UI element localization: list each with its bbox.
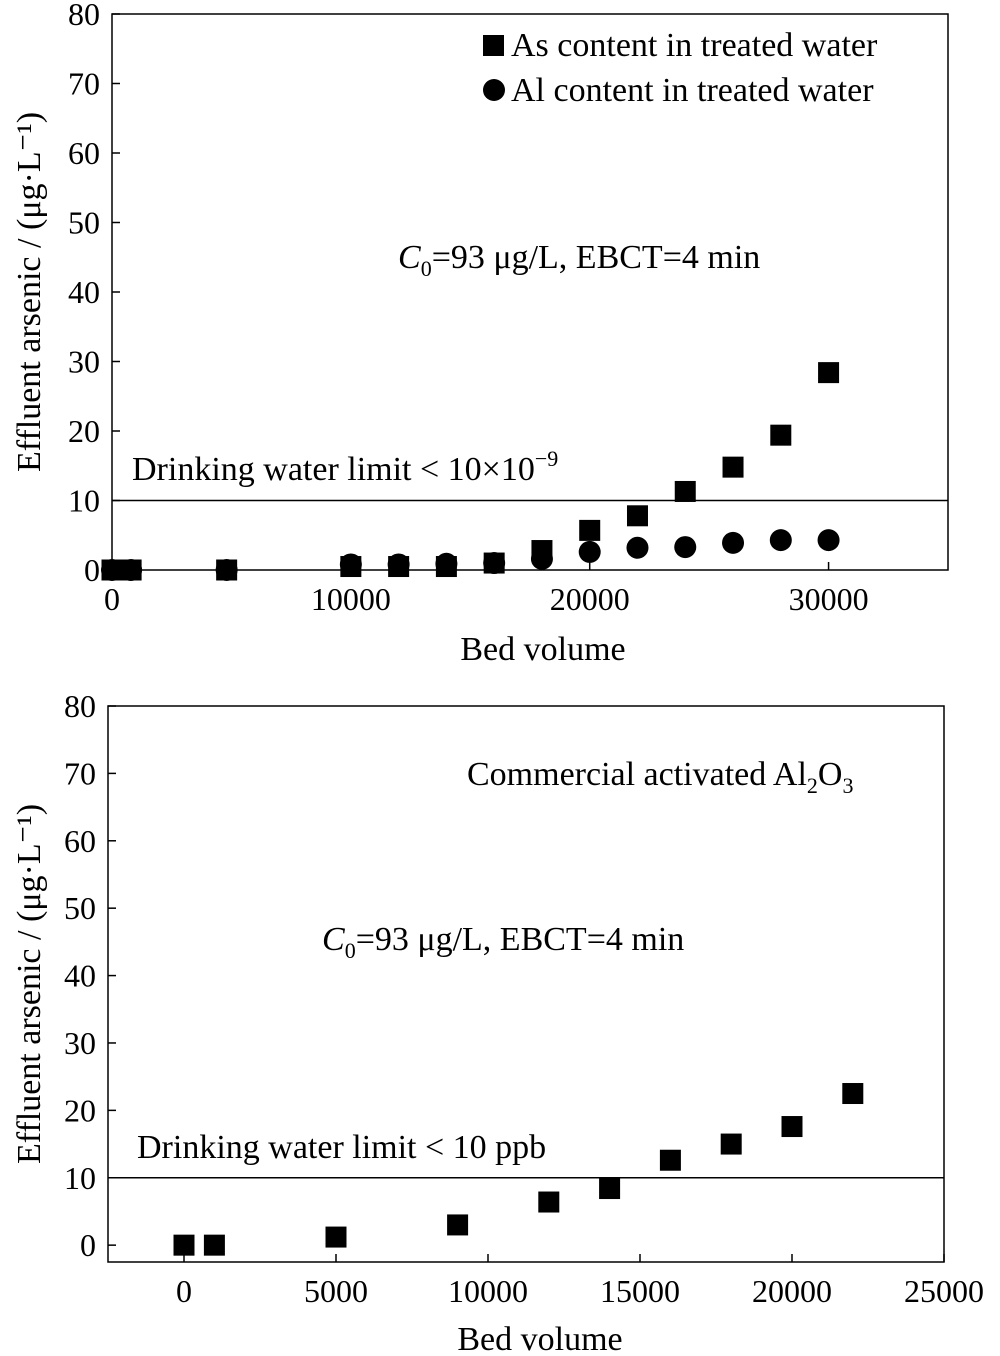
y-tick-label: 40 <box>64 958 96 994</box>
limit-label: Drinking water limit < 10×10−9 <box>132 446 558 488</box>
al-data-point <box>435 552 458 575</box>
plot-frame <box>107 705 945 1263</box>
data-points <box>101 362 840 581</box>
data-points <box>173 1083 864 1256</box>
y-tick-label: 30 <box>64 1025 96 1061</box>
legend-circle-marker <box>483 79 505 101</box>
y-axis-label: Effluent arsenic / (μg·L⁻¹) <box>11 112 48 472</box>
y-tick-label: 60 <box>64 823 96 859</box>
y-tick-label: 10 <box>68 483 100 519</box>
condition-annotation: C0=93 μg/L, EBCT=4 min <box>322 921 684 963</box>
al-data-point <box>483 552 506 575</box>
al-data-point <box>339 553 362 576</box>
x-tick-label: 15000 <box>600 1273 680 1309</box>
x-tick-label: 0 <box>176 1273 192 1309</box>
legend: As content in treated water Al content i… <box>483 27 878 109</box>
x-axis-ticks: 0 10000 20000 30000 <box>104 562 869 617</box>
as-data-point <box>720 1133 742 1155</box>
al-data-point <box>120 559 143 581</box>
x-tick-label: 25000 <box>904 1273 984 1309</box>
x-tick-label: 10000 <box>311 581 391 617</box>
y-tick-label: 80 <box>64 688 96 724</box>
as-data-point <box>579 519 601 541</box>
x-tick-label: 5000 <box>304 1273 368 1309</box>
al-data-point <box>387 553 410 576</box>
as-data-point <box>538 1191 560 1213</box>
y-tick-label: 20 <box>64 1092 96 1128</box>
x-tick-label: 10000 <box>448 1273 528 1309</box>
x-tick-label: 0 <box>104 581 120 617</box>
chart-bottom: 0 10 20 30 40 50 60 70 80 0 5000 10000 15000 20000 25… <box>11 688 984 1356</box>
x-axis-label: Bed volume <box>457 1321 622 1356</box>
as-data-point <box>818 362 840 384</box>
chart-top: 0 10 20 30 40 50 60 70 80 0 10000 20000 30000 Bed v… <box>11 0 949 668</box>
as-data-point <box>674 480 696 502</box>
al-data-point <box>626 536 649 559</box>
al-data-point <box>530 547 553 570</box>
y-axis-label: Effluent arsenic / (μg·L⁻¹) <box>11 804 48 1164</box>
x-axis-ticks: 0 5000 10000 15000 20000 25000 <box>176 1254 984 1309</box>
as-data-point <box>842 1083 864 1105</box>
y-tick-label: 10 <box>64 1160 96 1196</box>
y-tick-label: 60 <box>68 135 100 171</box>
as-data-point <box>599 1178 621 1200</box>
y-tick-label: 50 <box>64 890 96 926</box>
as-data-point <box>781 1116 803 1138</box>
legend-square-marker <box>483 35 504 56</box>
y-tick-label: 70 <box>64 755 96 791</box>
as-data-point <box>325 1226 347 1248</box>
al-data-point <box>769 529 792 552</box>
limit-label: Drinking water limit < 10 ppb <box>137 1129 546 1166</box>
as-data-point <box>626 505 648 527</box>
x-tick-label: 20000 <box>752 1273 832 1309</box>
limit-superscript: −9 <box>535 446 558 471</box>
x-tick-label: 20000 <box>550 581 630 617</box>
al-data-point <box>101 559 123 581</box>
y-tick-label: 40 <box>68 274 100 310</box>
y-tick-label: 0 <box>84 552 100 588</box>
legend-entry-al: Al content in treated water <box>511 72 874 109</box>
al-data-point <box>817 529 840 552</box>
al-data-point <box>722 531 745 554</box>
y-tick-label: 50 <box>68 205 100 241</box>
al-data-point <box>674 536 697 559</box>
as-data-point <box>173 1234 195 1256</box>
y-axis-ticks: 0 10 20 30 40 50 60 70 80 <box>64 688 116 1263</box>
chart-title: Commercial activated Al2O3 <box>467 756 853 798</box>
as-data-point <box>770 424 792 446</box>
legend-entry-as: As content in treated water <box>511 27 878 64</box>
y-tick-label: 80 <box>68 0 100 32</box>
y-tick-label: 30 <box>68 344 100 380</box>
condition-annotation: C0=93 μg/L, EBCT=4 min <box>398 239 760 281</box>
al-data-point <box>215 559 238 581</box>
y-tick-label: 0 <box>80 1227 96 1263</box>
y-tick-label: 20 <box>68 413 100 449</box>
y-tick-label: 70 <box>68 66 100 102</box>
y-axis-ticks: 0 10 20 30 40 50 60 70 80 <box>68 0 120 588</box>
al-data-point <box>578 540 601 563</box>
as-data-point <box>722 456 744 478</box>
as-data-point <box>447 1214 469 1236</box>
x-tick-label: 30000 <box>789 581 869 617</box>
as-data-point <box>659 1149 681 1171</box>
x-axis-label: Bed volume <box>460 631 625 668</box>
as-data-point <box>203 1234 225 1256</box>
